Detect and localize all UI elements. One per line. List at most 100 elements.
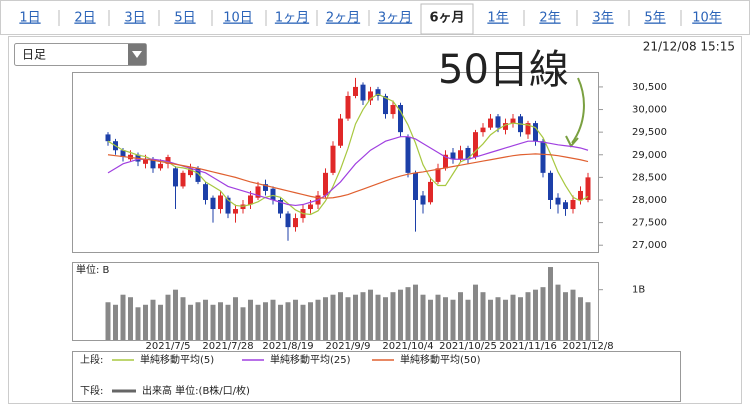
candle-body [480,127,486,133]
candle-body [255,186,261,198]
candle-body [195,168,201,182]
legend-label: 単純移動平均(25) [270,353,351,366]
volume-bar [585,302,591,340]
tab[interactable]: 3日 [124,11,145,26]
candle-body [270,188,276,200]
candle-body [413,172,418,200]
volume-bar [195,302,201,340]
volume-bar [263,302,268,340]
volume-bar [210,304,216,340]
tab[interactable]: 3ヶ月 [378,11,412,26]
moving-average [107,93,589,216]
tab[interactable]: 1日 [19,11,40,26]
legend [72,351,681,402]
candle-body [150,159,156,169]
tab[interactable]: 2年 [539,11,560,26]
y-tick-label: 30,000 [632,105,667,116]
volume-bar [293,299,298,340]
volume-bar [435,294,441,340]
candle-body [278,199,283,214]
dropdown-label[interactable]: 日足 [22,48,46,62]
volume-bar [533,289,538,340]
tab[interactable]: 5年 [644,11,665,26]
candle-body [248,195,253,205]
volume-bar [143,304,148,340]
candle-body [225,197,231,214]
x-tick-label: 2021/10/4 [382,341,433,352]
volume-bar [285,302,291,340]
candle-body [383,95,388,115]
volume-bar [315,299,321,340]
candle-body [165,157,171,164]
volume-bar [345,297,351,340]
volume-bar [150,299,156,340]
candle-body [263,184,268,191]
volume-bar [405,287,411,340]
volume-bar [113,304,118,340]
volume-bar [360,292,366,340]
tab[interactable]: 1ヶ月 [275,11,309,26]
volume-bar [203,299,208,340]
tab[interactable]: 2日 [74,11,95,26]
tab[interactable]: 5日 [174,11,195,26]
volume-bar [353,294,358,340]
volume-unit: 単位: B [76,263,110,276]
tab[interactable]: 2ヶ月 [326,11,360,26]
volume-bar [323,297,328,340]
candle-body [158,163,163,169]
moving-average [107,153,589,199]
y-tick-label: 30,500 [632,82,667,93]
candle-body [390,105,396,115]
volume-bar [398,289,403,340]
y-tick-label: 28,000 [632,195,667,206]
candle-body [420,195,426,205]
volume-bar [495,297,501,340]
volume-bar [555,284,561,340]
candle-body [405,136,411,173]
volume-bar [443,297,448,340]
candle-body [143,159,148,164]
candle-body [435,168,441,182]
volume-bar [278,304,283,340]
volume-bar [300,304,306,340]
volume-bar [173,289,178,340]
tab-bar [0,0,750,35]
volume-bar [225,304,231,340]
candle-body [555,197,561,205]
volume-bar [330,294,336,340]
candle-body [533,123,538,142]
candle-body [188,168,193,176]
tab[interactable]: 1年 [487,11,508,26]
x-tick-label: 2021/9/9 [326,341,371,352]
volume-bar [578,297,583,340]
tab[interactable]: 3年 [592,11,613,26]
candle-body [338,118,343,146]
volume-bar [255,304,261,340]
volume-bar [248,299,253,340]
candle-body [398,105,403,133]
legend-label: 出来高 単位:(B株/口/枚) [142,384,250,397]
volume-bar [368,289,373,340]
tab[interactable]: 6ヶ月 [429,11,464,26]
candle-body [548,172,553,200]
volume-bar [540,287,546,340]
candle-body [180,172,186,187]
volume-bar [383,297,388,340]
dropdown[interactable] [14,43,147,66]
y-tick-label: 28,500 [632,172,667,183]
volume-bar [428,299,433,340]
legend-upper: 上段: [80,353,103,366]
x-tick-label: 2021/8/19 [262,341,313,352]
candle-body [503,123,508,130]
y-tick-label: 27,000 [632,240,667,251]
annotation-arrow [571,77,585,144]
volume-bar [570,289,576,340]
volume-bar [233,297,238,340]
tab[interactable]: 10日 [223,11,253,26]
candle-body [285,213,291,228]
tab[interactable]: 10年 [692,11,722,26]
active-tab [420,3,474,35]
candle-body [308,204,313,210]
